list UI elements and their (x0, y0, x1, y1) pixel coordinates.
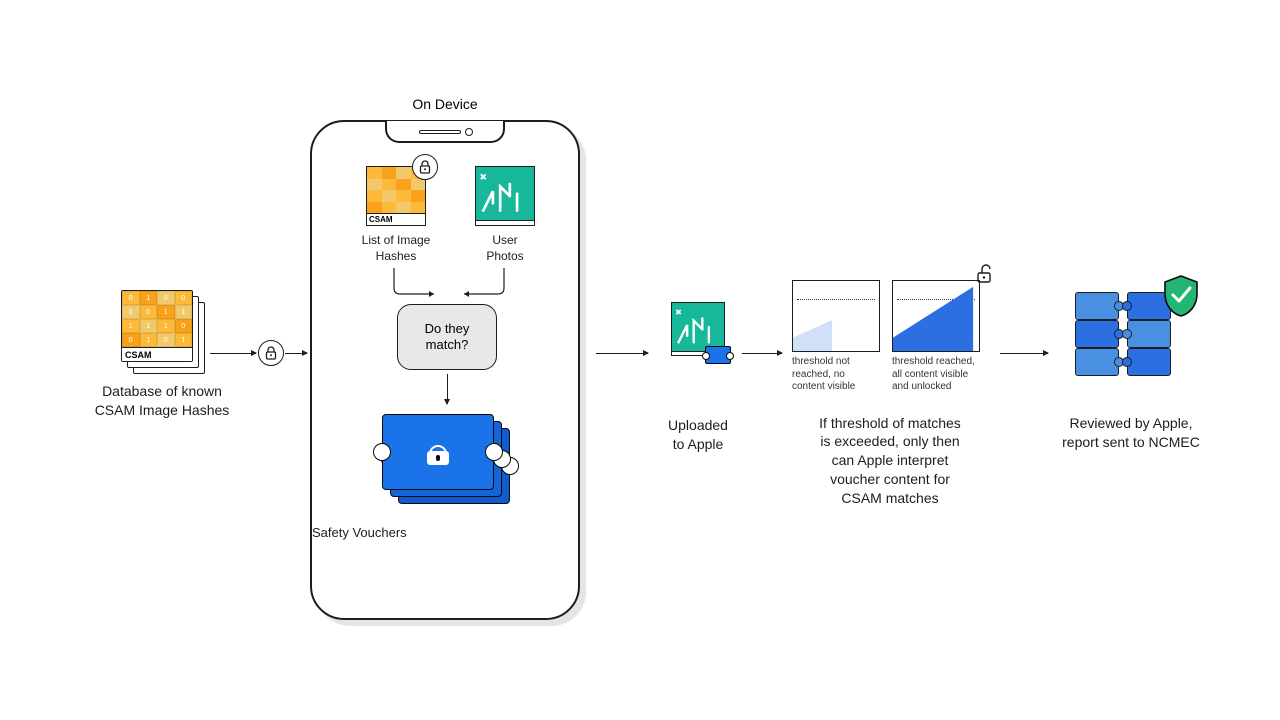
arrow-phone-upload (596, 353, 648, 354)
stage-review: Reviewed by Apple, report sent to NCMEC (1056, 292, 1206, 452)
threshold-chart-not-reached-icon (792, 280, 880, 352)
arrow-lock-phone (285, 353, 307, 354)
arrow-upload-threshold (742, 353, 782, 354)
stage-threshold: threshold not reached, no content visibl… (790, 280, 990, 508)
hash-list-label: List of Image Hashes (356, 232, 436, 264)
safety-vouchers-label: Safety Vouchers (312, 524, 578, 542)
match-box: Do they match? (397, 304, 497, 370)
arrow-match-voucher (447, 374, 448, 404)
review-caption: Reviewed by Apple, report sent to NCMEC (1056, 414, 1206, 452)
arrow-db-lock (210, 353, 256, 354)
lock-icon (258, 340, 284, 366)
mini-voucher-icon (705, 346, 731, 364)
threshold-caption: If threshold of matches is exceeded, onl… (790, 414, 990, 508)
shield-check-icon (1161, 274, 1201, 318)
threshold-yes-label: threshold reached, all content visible a… (892, 356, 988, 394)
stage-database-caption: Database of known CSAM Image Hashes (82, 382, 242, 420)
user-photos-label: User Photos (470, 232, 540, 264)
uploaded-caption: Uploaded to Apple (656, 416, 740, 454)
stage-uploaded: Uploaded to Apple (656, 302, 740, 454)
uploaded-photo-art-icon (672, 303, 724, 351)
review-puzzle-icon (1075, 292, 1187, 370)
user-photo-tile: User Photos (470, 166, 540, 264)
threshold-not-label: threshold not reached, no content visibl… (792, 356, 880, 394)
arrow-threshold-review (1000, 353, 1048, 354)
phone-notch-icon (385, 121, 505, 143)
safety-vouchers-icon (382, 414, 510, 504)
phone-title: On Device (312, 96, 578, 112)
unlock-icon (976, 264, 994, 289)
user-photo-art-icon (476, 167, 534, 220)
threshold-chart-reached-icon (892, 280, 980, 352)
hash-list-tile: CSAM List of Image Hashes (356, 166, 436, 264)
lock-icon (412, 154, 438, 180)
csam-tag: CSAM (122, 347, 192, 361)
hash-stack-icon: 0100001111100101 CSAM (121, 290, 203, 372)
stage-database: 0100001111100101 CSAM Database of known … (82, 290, 242, 420)
phone-device: On Device CSAM List of Image Hashes User… (310, 120, 580, 620)
lock-icon (427, 439, 449, 465)
